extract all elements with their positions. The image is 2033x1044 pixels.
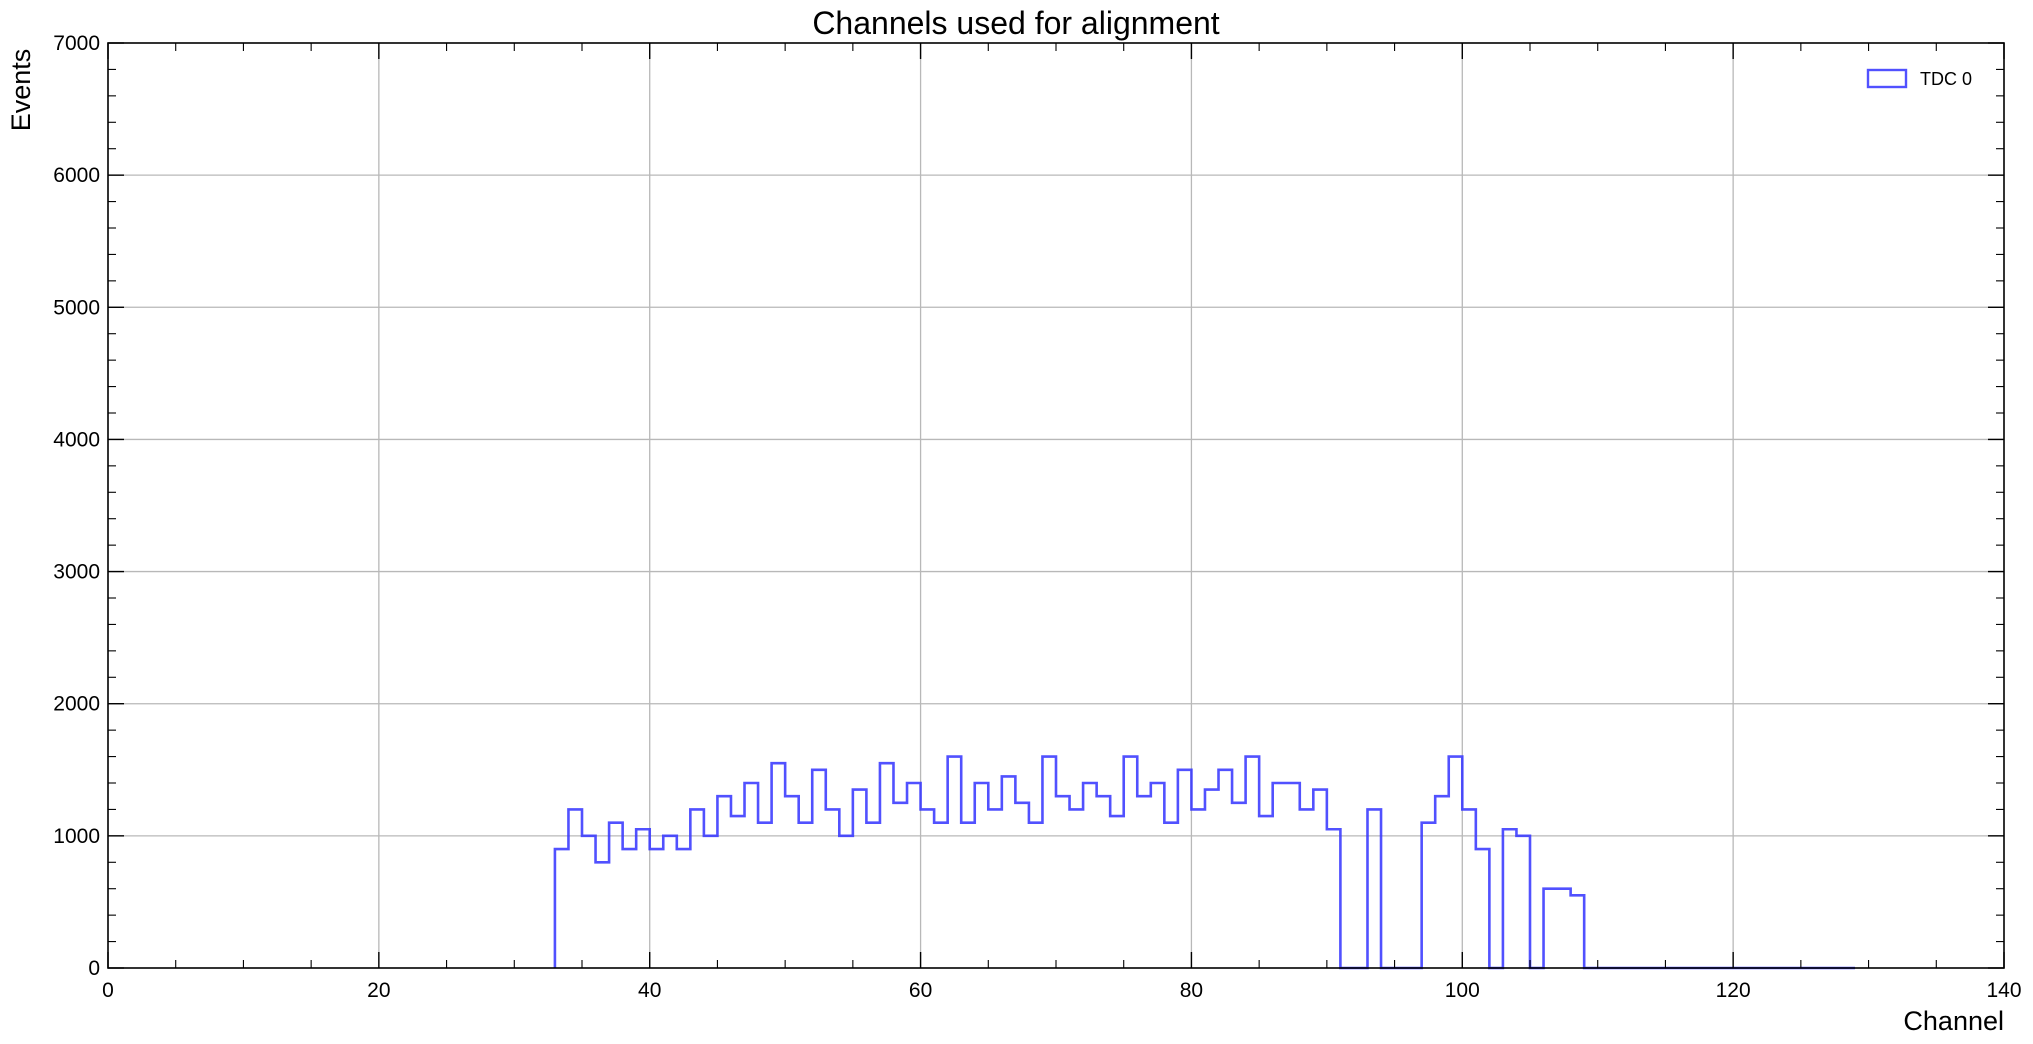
y-axis-title: Events xyxy=(6,49,36,132)
x-tick-label: 60 xyxy=(909,979,932,1002)
series-layer xyxy=(553,755,1856,970)
y-tick-label: 7000 xyxy=(53,32,100,55)
y-tick-label: 6000 xyxy=(53,164,100,187)
x-tick-label: 0 xyxy=(102,979,114,1002)
x-tick-label: 120 xyxy=(1716,979,1751,1002)
y-tick-label: 1000 xyxy=(53,825,100,848)
grid xyxy=(108,43,2004,968)
x-tick-label: 140 xyxy=(1986,979,2021,1002)
x-tick-label: 100 xyxy=(1445,979,1480,1002)
y-tick-label: 2000 xyxy=(53,693,100,716)
legend-label: TDC 0 xyxy=(1920,69,1972,89)
legend-swatch xyxy=(1866,68,1908,89)
x-axis-title: Channel xyxy=(1903,1006,2004,1036)
y-tick-label: 5000 xyxy=(53,296,100,319)
axes: 0 20 40 60 80 100 120 140 0 1000 2000 3000 4000 5000 6… xyxy=(53,32,2021,1002)
series-0-histogram xyxy=(553,755,1856,970)
y-tick-label: 3000 xyxy=(53,561,100,584)
y-tick-label: 4000 xyxy=(53,428,100,451)
plot-frame xyxy=(107,42,2005,969)
y-tick-label: 0 xyxy=(88,957,100,980)
chart-title: Channels used for alignment xyxy=(812,5,1219,41)
legend: TDC 0 xyxy=(1866,68,1972,89)
x-tick-label: 20 xyxy=(367,979,390,1002)
x-tick-label: 80 xyxy=(1180,979,1203,1002)
x-tick-label: 40 xyxy=(638,979,661,1002)
